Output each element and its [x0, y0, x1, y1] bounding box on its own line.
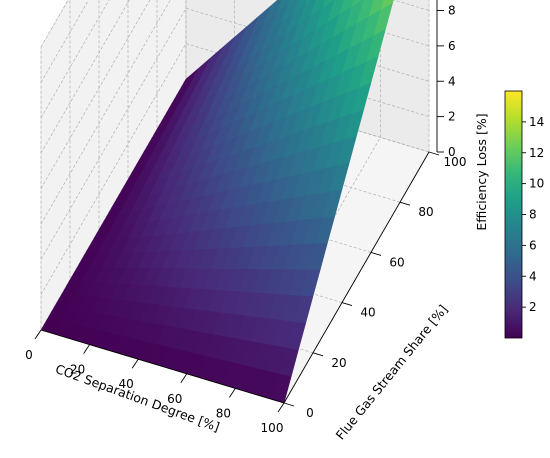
y-tick-label: 60 [389, 255, 404, 269]
y-grid-line [69, 0, 314, 354]
y-tick-mark [341, 302, 353, 307]
z-axis-label: Efficiency Loss [%] [474, 113, 489, 230]
y-tick-label: 40 [360, 306, 375, 320]
axes: 0204060801000204060801000246810121416 [25, 0, 466, 435]
x-tick-label: 80 [216, 406, 231, 420]
y-tick-mark [312, 352, 324, 357]
colorbar-tick-label: 2 [529, 300, 537, 314]
y-axis-label: Flue Gas Stream Share [%] [333, 302, 451, 443]
z-tick-label: 2 [448, 110, 456, 124]
z-grid-line [40, 43, 430, 295]
colorbar-tick-label: 10 [529, 177, 544, 191]
colorbar: 2 4 6 8 10 12 14 [504, 90, 544, 339]
x-tick-mark [180, 373, 188, 384]
y-grid-line [98, 0, 343, 303]
z-tick-label: 6 [448, 39, 456, 53]
colorbar-tick-label: 14 [529, 115, 544, 129]
y-axis-line [283, 151, 430, 404]
colorbar-tick-label: 12 [529, 146, 544, 160]
x-tick-mark [83, 344, 90, 354]
surface-patch [351, 0, 363, 7]
y-tick-mark [283, 402, 295, 407]
surface-patch [321, 0, 334, 8]
surface-patch [178, 68, 199, 92]
y-tick-mark [428, 151, 440, 156]
z-grid-line [40, 7, 430, 260]
y-tick-mark [370, 251, 382, 256]
y-tick-mark [399, 201, 411, 206]
x-tick-label: 60 [167, 392, 182, 406]
x-axis-line [40, 329, 285, 404]
x-tick-mark [229, 388, 236, 398]
x-tick-mark [34, 329, 42, 340]
z-grid-line [40, 0, 130, 154]
x-tick-label: 0 [25, 348, 33, 362]
colorbar-tick-label: 8 [529, 208, 537, 222]
z-grid-line [40, 0, 110, 118]
surface-patch [304, 0, 312, 5]
colorbar-tick-label: 6 [529, 238, 537, 252]
y-tick-label: 100 [444, 155, 467, 169]
z-grid-line [40, 0, 430, 189]
x-tick-label: 20 [70, 363, 85, 377]
z-grid-line [40, 0, 430, 225]
x-tick-mark [131, 358, 139, 369]
x-tick-label: 100 [261, 421, 284, 435]
z-tick-label: 0 [448, 145, 456, 159]
z-tick-label: 8 [448, 4, 456, 18]
y-tick-label: 80 [418, 205, 433, 219]
colorbar-tick-label: 4 [529, 269, 537, 283]
y-grid-line [40, 47, 285, 404]
x-tick-label: 40 [119, 377, 134, 391]
z-tick-label: 4 [448, 74, 456, 88]
surface-plot [40, 0, 394, 404]
y-tick-label: 0 [306, 406, 314, 420]
x-tick-mark [277, 402, 285, 413]
colorbar-gradient [504, 90, 523, 339]
surface-patch [380, 0, 394, 10]
y-tick-label: 20 [331, 356, 346, 370]
